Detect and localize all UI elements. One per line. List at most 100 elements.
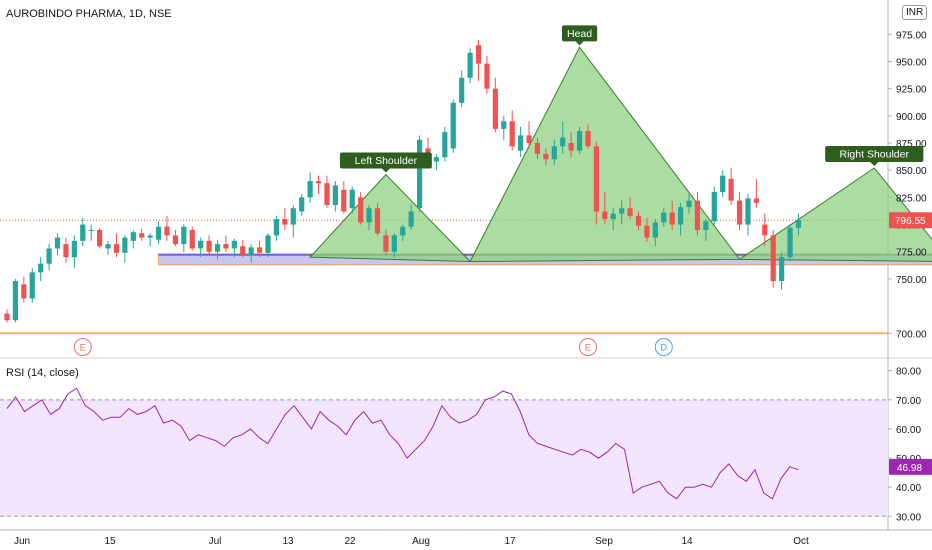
- candle[interactable]: [265, 233, 271, 258]
- candle[interactable]: [787, 224, 793, 262]
- candles-layer[interactable]: [4, 39, 802, 323]
- event-marker-earnings[interactable]: E: [578, 338, 597, 356]
- candle[interactable]: [231, 238, 237, 258]
- candle[interactable]: [467, 48, 473, 84]
- candle[interactable]: [147, 233, 153, 247]
- candle[interactable]: [509, 110, 515, 151]
- candle[interactable]: [736, 191, 743, 230]
- candle[interactable]: [113, 233, 120, 258]
- candle[interactable]: [762, 213, 768, 247]
- candle[interactable]: [299, 194, 305, 216]
- candle[interactable]: [686, 194, 692, 214]
- candle[interactable]: [518, 126, 524, 158]
- candle[interactable]: [71, 235, 77, 269]
- candle[interactable]: [290, 204, 296, 238]
- candle[interactable]: [341, 181, 347, 214]
- candle[interactable]: [181, 224, 187, 252]
- candle[interactable]: [248, 244, 254, 263]
- candle[interactable]: [576, 126, 583, 154]
- candle[interactable]: [433, 153, 440, 171]
- candle[interactable]: [703, 219, 709, 241]
- candle[interactable]: [80, 218, 86, 247]
- candle[interactable]: [189, 226, 195, 251]
- candle[interactable]: [307, 172, 313, 203]
- currency-badge[interactable]: INR: [902, 5, 928, 20]
- candle[interactable]: [391, 233, 397, 258]
- candle[interactable]: [627, 197, 633, 220]
- candle[interactable]: [214, 239, 221, 260]
- candle[interactable]: [105, 240, 111, 255]
- candle[interactable]: [130, 229, 136, 249]
- candle[interactable]: [711, 186, 717, 225]
- candle[interactable]: [139, 228, 145, 241]
- candle[interactable]: [240, 239, 246, 258]
- candle[interactable]: [610, 208, 616, 230]
- candle[interactable]: [12, 278, 19, 323]
- candle[interactable]: [661, 208, 667, 227]
- candle[interactable]: [593, 141, 599, 225]
- candle[interactable]: [543, 148, 549, 165]
- candle[interactable]: [526, 121, 532, 149]
- candle[interactable]: [374, 202, 381, 236]
- candle[interactable]: [63, 237, 69, 263]
- candle[interactable]: [585, 124, 591, 149]
- candle[interactable]: [635, 211, 642, 230]
- candle[interactable]: [678, 202, 684, 236]
- event-marker-dividend[interactable]: D: [654, 338, 673, 356]
- candle[interactable]: [534, 137, 541, 160]
- candle[interactable]: [122, 235, 128, 263]
- candle[interactable]: [568, 132, 574, 158]
- candle[interactable]: [652, 219, 658, 247]
- candle[interactable]: [501, 115, 507, 140]
- candle[interactable]: [282, 208, 288, 230]
- candle[interactable]: [21, 276, 27, 303]
- candle[interactable]: [206, 235, 212, 255]
- candle[interactable]: [315, 175, 322, 195]
- candle[interactable]: [366, 204, 372, 230]
- candle[interactable]: [164, 215, 170, 241]
- candle[interactable]: [442, 126, 448, 162]
- candle[interactable]: [694, 191, 701, 236]
- candle[interactable]: [172, 229, 178, 247]
- candle[interactable]: [88, 224, 94, 241]
- candle[interactable]: [560, 121, 566, 154]
- candle[interactable]: [475, 39, 482, 82]
- event-marker-earnings[interactable]: E: [73, 338, 92, 356]
- candle[interactable]: [358, 191, 364, 225]
- candle[interactable]: [408, 204, 414, 230]
- candle[interactable]: [745, 194, 751, 236]
- candle[interactable]: [4, 309, 10, 323]
- candle[interactable]: [728, 168, 734, 205]
- candle[interactable]: [602, 191, 608, 225]
- candle[interactable]: [795, 213, 802, 236]
- candle[interactable]: [324, 175, 330, 209]
- candle[interactable]: [551, 139, 557, 165]
- symbol-title[interactable]: AUROBINDO PHARMA, 1D, NSE: [6, 8, 172, 20]
- candle[interactable]: [450, 99, 456, 153]
- candle[interactable]: [644, 218, 650, 242]
- candle[interactable]: [383, 229, 389, 255]
- candle[interactable]: [349, 186, 355, 214]
- candle[interactable]: [492, 77, 498, 133]
- candle[interactable]: [38, 257, 44, 282]
- candle[interactable]: [770, 229, 776, 288]
- candle[interactable]: [29, 268, 35, 303]
- candle[interactable]: [46, 244, 52, 271]
- candle[interactable]: [416, 135, 423, 212]
- candle[interactable]: [484, 56, 490, 95]
- candle[interactable]: [669, 200, 675, 230]
- candle[interactable]: [619, 200, 625, 225]
- candle[interactable]: [720, 170, 726, 198]
- candle[interactable]: [332, 181, 338, 212]
- candle[interactable]: [779, 251, 785, 290]
- candle[interactable]: [273, 215, 280, 241]
- candle[interactable]: [54, 233, 61, 255]
- candle[interactable]: [753, 178, 759, 209]
- rsi-title[interactable]: RSI (14, close): [6, 367, 79, 379]
- candle[interactable]: [223, 235, 229, 252]
- candle[interactable]: [257, 240, 263, 258]
- candle[interactable]: [400, 224, 406, 241]
- candle[interactable]: [97, 227, 103, 249]
- candle[interactable]: [155, 221, 162, 245]
